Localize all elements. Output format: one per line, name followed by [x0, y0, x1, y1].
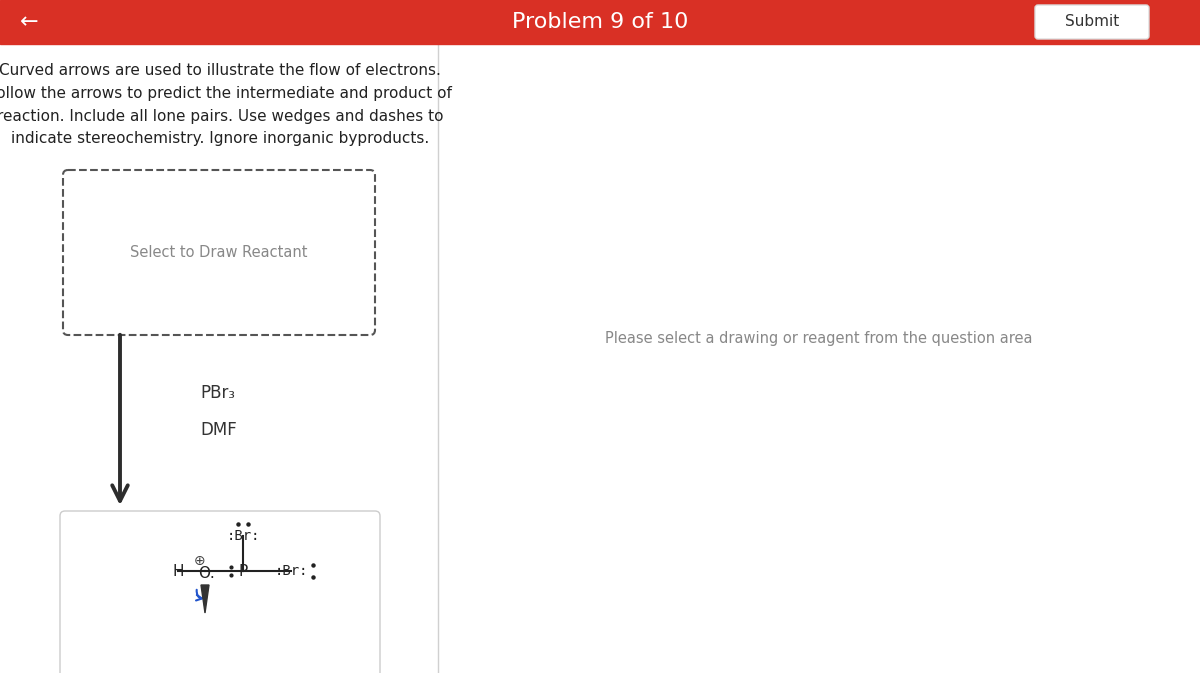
Text: O:: O:	[198, 567, 216, 581]
Polygon shape	[202, 585, 209, 613]
Text: P: P	[239, 563, 247, 579]
Text: ←: ←	[20, 12, 38, 32]
Text: H: H	[173, 563, 184, 579]
Bar	[0, 0, 1200, 44]
Text: ⊕: ⊕	[194, 554, 206, 568]
FancyBboxPatch shape	[64, 170, 374, 335]
Text: DMF: DMF	[200, 421, 236, 439]
Text: :Br:: :Br:	[227, 529, 259, 543]
Text: PBr₃: PBr₃	[200, 384, 235, 402]
FancyArrowPatch shape	[196, 590, 202, 600]
Text: Problem 9 of 10: Problem 9 of 10	[512, 12, 688, 32]
FancyBboxPatch shape	[60, 511, 380, 673]
FancyBboxPatch shape	[1034, 5, 1150, 39]
Text: Select to Draw Reactant: Select to Draw Reactant	[131, 245, 307, 260]
Text: :Br:: :Br:	[275, 564, 307, 578]
Text: Please select a drawing or reagent from the question area: Please select a drawing or reagent from …	[605, 330, 1033, 345]
Text: Submit: Submit	[1064, 15, 1120, 30]
Text: Curved arrows are used to illustrate the flow of electrons.
Follow the arrows to: Curved arrows are used to illustrate the…	[0, 63, 452, 147]
